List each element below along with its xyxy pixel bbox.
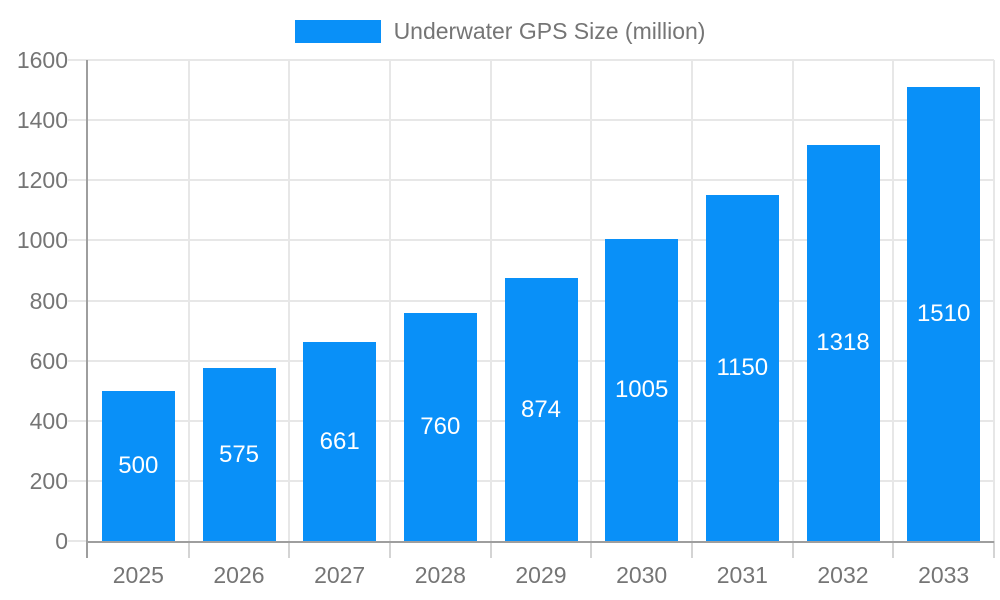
legend-swatch (294, 20, 381, 43)
bar-value-label-2025: 500 (118, 451, 159, 479)
bar-value-label-2027: 661 (319, 427, 360, 455)
bar-2025: 500 (101, 390, 175, 541)
y-axis-label-800: 800 (29, 287, 68, 314)
x-axis-tick-4 (489, 541, 492, 558)
x-axis-line (86, 541, 994, 543)
x-axis-label-2029: 2029 (515, 562, 567, 588)
bar-2027: 661 (303, 342, 377, 541)
bar-2029: 874 (504, 278, 578, 541)
x-axis-label-2032: 2032 (817, 562, 869, 588)
bar-2028: 760 (403, 312, 477, 541)
gridline-y-0 (68, 540, 88, 542)
gridline-x-boundary-4 (489, 60, 492, 541)
x-axis-tick-1 (187, 541, 190, 558)
gridline-x-boundary-8 (892, 60, 895, 541)
bar-value-label-2033: 1510 (916, 300, 971, 328)
y-axis-label-0: 0 (55, 528, 68, 554)
gridline-y-1600 (68, 59, 994, 61)
gridline-x-boundary-3 (389, 60, 391, 541)
bar-value-label-2030: 1005 (614, 375, 669, 403)
y-axis-label-200: 200 (29, 467, 68, 494)
x-axis-label-2028: 2028 (414, 562, 466, 588)
bar-value-label-2032: 1318 (816, 328, 870, 356)
gridline-x-boundary-2 (288, 60, 291, 541)
bar-value-label-2026: 575 (218, 440, 260, 468)
bar-value-label-2029: 874 (520, 395, 562, 423)
y-axis-label-600: 600 (29, 347, 68, 374)
x-axis-tick-6 (691, 541, 693, 558)
bar-2030: 1005 (605, 238, 679, 541)
x-axis-tick-8 (892, 541, 895, 558)
gridline-x-boundary-1 (187, 60, 190, 541)
y-axis-line (86, 60, 88, 558)
y-axis-label-400: 400 (29, 407, 68, 434)
gridline-x-boundary-6 (691, 60, 693, 541)
x-axis-tick-5 (590, 541, 593, 558)
bar-2031: 1150 (705, 195, 779, 541)
legend-label: Underwater GPS Size (million) (393, 18, 706, 44)
gridline-y-1200 (68, 179, 994, 182)
x-axis-label-2031: 2031 (716, 562, 768, 588)
gridline-x-boundary-9 (993, 60, 995, 541)
y-axis-label-1400: 1400 (16, 107, 68, 134)
x-axis-tick-9 (993, 541, 995, 558)
bar-2032: 1318 (806, 144, 880, 541)
bar-value-label-2031: 1150 (716, 354, 769, 382)
x-axis-label-2026: 2026 (213, 562, 265, 588)
x-axis-tick-3 (389, 541, 391, 558)
gridline-y-1000 (68, 239, 994, 242)
x-axis-label-2033: 2033 (918, 562, 970, 588)
gridline-x-boundary-5 (590, 60, 593, 541)
y-axis-label-1200: 1200 (16, 167, 68, 194)
gridline-x-boundary-7 (791, 60, 794, 541)
gridline-y-1400 (68, 119, 994, 122)
x-axis-label-2030: 2030 (616, 562, 668, 588)
x-axis-tick-7 (791, 541, 794, 558)
x-axis-tick-2 (288, 541, 291, 558)
bar-2033: 1510 (907, 87, 981, 541)
chart-legend: Underwater GPS Size (million) (0, 18, 1000, 45)
x-axis-label-2025: 2025 (112, 562, 164, 588)
y-axis-label-1000: 1000 (16, 227, 68, 254)
bar-2026: 575 (202, 368, 276, 541)
y-axis-label-1600: 1600 (16, 47, 68, 73)
bar-value-label-2028: 760 (420, 412, 461, 440)
x-axis-label-2027: 2027 (314, 562, 366, 588)
